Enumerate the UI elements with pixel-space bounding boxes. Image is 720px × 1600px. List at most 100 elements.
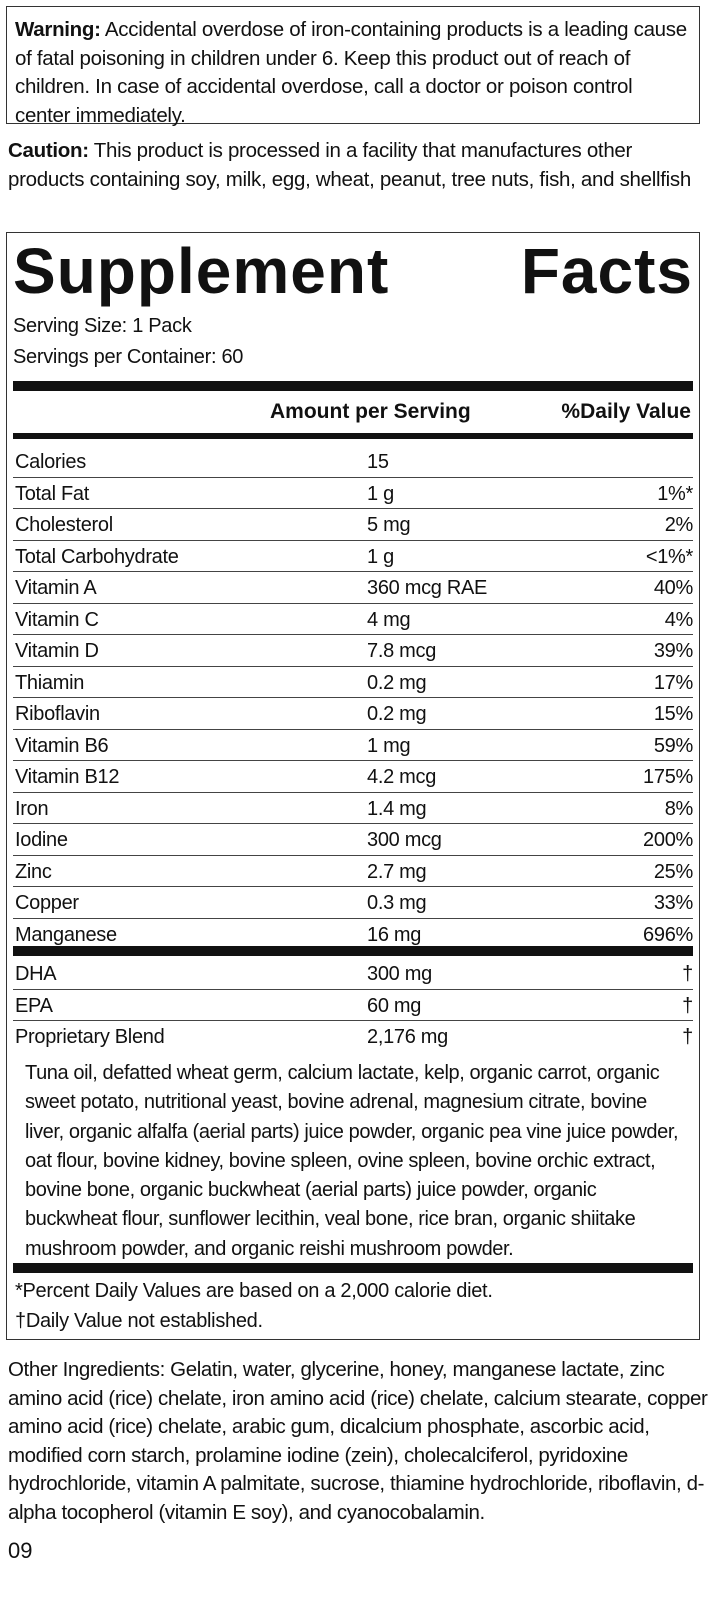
nutrient-amount: 60 mg	[367, 994, 422, 1017]
nutrient-daily-value: 15%	[653, 703, 693, 725]
nutrient-amount: 4 mg	[367, 608, 411, 631]
nutrient-amount: 360 mcg RAE	[367, 577, 488, 599]
table-row: DHA 300 mg †	[13, 958, 693, 990]
other-ingredients: Other Ingredients: Gelatin, water, glyce…	[8, 1358, 708, 1524]
nutrient-daily-value: †	[682, 1026, 693, 1048]
table-row: Proprietary Blend 2,176 mg †	[13, 1021, 693, 1053]
nutrient-name: Manganese	[15, 923, 117, 946]
nutrient-daily-value: 33%	[653, 892, 693, 914]
nutrient-daily-value: 175%	[643, 766, 693, 788]
nutrient-amount: 15	[367, 451, 389, 473]
nutrient-name: Total Carbohydrate	[15, 545, 179, 568]
nutrient-name: Thiamin	[15, 671, 85, 694]
nutrient-amount: 300 mcg	[367, 829, 442, 851]
table-row: Calories 15	[13, 446, 693, 478]
table-row: Manganese 16 mg 696%	[13, 919, 693, 951]
nutrient-name: DHA	[15, 963, 57, 985]
table-row: Total Fat 1 g 1%*	[13, 478, 693, 509]
warning-text: Accidental overdose of iron-containing p…	[15, 18, 687, 127]
table-row: EPA 60 mg †	[13, 990, 693, 1021]
nutrient-daily-value: 39%	[653, 640, 693, 662]
nutrient-table: Calories 15 Total Fat 1 g 1%* Cholesterol 5 mg…	[13, 446, 693, 950]
column-header-amount: Amount per Serving	[270, 400, 471, 423]
nutrient-rows: Calories 15 Total Fat 1 g 1%* Cholesterol 5 mg…	[13, 446, 693, 950]
table-row: Copper 0.3 mg 33%	[13, 887, 693, 919]
medium-divider	[13, 433, 693, 439]
table-row: Vitamin D 7.8 mcg 39%	[13, 635, 693, 667]
thick-divider-bottom	[13, 1263, 693, 1273]
nutrient-name: Calories	[15, 451, 86, 473]
table-row: Cholesterol 5 mg 2%	[13, 509, 693, 541]
nutrient-daily-value: 696%	[643, 923, 693, 946]
nutrient-name: Riboflavin	[15, 703, 100, 725]
nutrient-amount: 300 mg	[367, 963, 432, 985]
nutrient-daily-value: 40%	[653, 577, 693, 599]
nutrient-name: Vitamin A	[15, 577, 97, 599]
thick-divider-top	[13, 381, 693, 391]
other-rows: DHA 300 mg † EPA 60 mg † Proprietary Blend 2,17…	[13, 958, 693, 1053]
footnote-dagger: †Daily Value not established.	[15, 1310, 263, 1332]
nutrient-name: Vitamin C	[15, 608, 99, 631]
caution-statement: Caution: This product is processed in a …	[8, 137, 698, 194]
nutrient-amount: 4.2 mcg	[367, 766, 437, 788]
table-row: Zinc 2.7 mg 25%	[13, 856, 693, 887]
warning-label: Warning:	[15, 18, 101, 41]
nutrient-daily-value: 8%	[664, 797, 694, 820]
table-row: Vitamin B12 4.2 mcg 175%	[13, 761, 693, 793]
nutrient-name: Cholesterol	[15, 514, 113, 536]
table-row: Iodine 300 mcg 200%	[13, 824, 693, 856]
facts-title-word2: Facts	[520, 235, 693, 307]
table-row: Vitamin A 360 mcg RAE 40%	[13, 572, 693, 604]
nutrient-daily-value: 2%	[664, 514, 694, 536]
nutrient-daily-value: <1%*	[645, 545, 693, 568]
nutrient-daily-value: 4%	[664, 608, 694, 631]
nutrient-daily-value: 17%	[653, 671, 693, 694]
table-row: Riboflavin 0.2 mg 15%	[13, 698, 693, 730]
nutrient-name: Iron	[15, 797, 49, 820]
other-ingredients-table: DHA 300 mg † EPA 60 mg † Proprietary Blend 2,17…	[13, 958, 693, 1053]
facts-title-word1: Supplement	[13, 235, 390, 307]
supplement-facts-panel: Supplement Facts Serving Size: 1 Pack Se…	[6, 232, 700, 1340]
caution-text: This product is processed in a facility …	[8, 139, 691, 191]
page-number: 09	[8, 1538, 33, 1563]
table-row: Total Carbohydrate 1 g <1%*	[13, 541, 693, 572]
table-row: Vitamin C 4 mg 4%	[13, 604, 694, 635]
warning-box: Warning: Accidental overdose of iron-con…	[6, 6, 700, 127]
nutrient-name: Vitamin B6	[15, 734, 109, 757]
serving-size: Serving Size: 1 Pack	[13, 315, 192, 337]
nutrient-daily-value: 1%*	[657, 482, 693, 505]
nutrient-name: Total Fat	[15, 482, 89, 505]
nutrient-name: Proprietary Blend	[15, 1026, 165, 1048]
thick-divider-middle	[13, 946, 693, 956]
nutrient-amount: 1 g	[367, 545, 394, 568]
nutrient-amount: 0.2 mg	[367, 671, 427, 694]
column-header-dv: %Daily Value	[561, 400, 691, 423]
caution-label: Caution:	[8, 139, 89, 162]
nutrient-daily-value: †	[682, 963, 693, 985]
nutrient-name: Copper	[15, 892, 79, 914]
nutrient-amount: 1.4 mg	[367, 797, 427, 820]
nutrient-name: Zinc	[15, 860, 52, 883]
servings-per-container: Servings per Container: 60	[13, 346, 244, 368]
nutrient-amount: 2,176 mg	[367, 1026, 448, 1048]
proprietary-blend-description: Tuna oil, defatted wheat germ, calcium l…	[25, 1062, 679, 1260]
nutrient-name: Iodine	[15, 829, 68, 851]
nutrient-amount: 1 g	[367, 482, 394, 505]
nutrient-daily-value: †	[682, 994, 693, 1017]
nutrient-name: Vitamin B12	[15, 766, 120, 788]
nutrient-amount: 16 mg	[367, 923, 422, 946]
footnote-dv: *Percent Daily Values are based on a 2,0…	[15, 1280, 493, 1302]
table-row: Iron 1.4 mg 8%	[13, 793, 694, 824]
nutrient-daily-value: 200%	[643, 829, 693, 851]
nutrient-daily-value: 25%	[653, 860, 693, 883]
nutrient-amount: 0.2 mg	[367, 703, 427, 725]
nutrient-amount: 7.8 mcg	[367, 640, 437, 662]
facts-title: Supplement Facts	[13, 233, 693, 309]
nutrient-amount: 0.3 mg	[367, 892, 427, 914]
nutrient-amount: 5 mg	[367, 514, 411, 536]
nutrient-amount: 1 mg	[367, 734, 411, 757]
table-row: Vitamin B6 1 mg 59%	[13, 730, 693, 761]
nutrient-daily-value: 59%	[653, 734, 693, 757]
nutrient-amount: 2.7 mg	[367, 860, 427, 883]
table-row: Thiamin 0.2 mg 17%	[13, 667, 693, 698]
